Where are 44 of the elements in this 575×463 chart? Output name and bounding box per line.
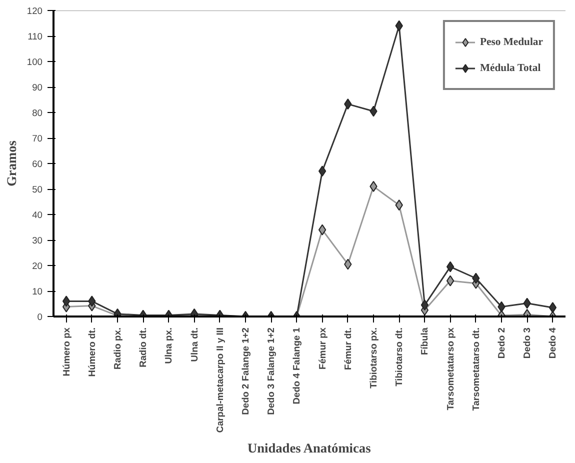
x-tick-label: Tibiotarso px. (368, 327, 378, 388)
y-tick-label: 90 (32, 82, 43, 92)
y-tick-label: 80 (32, 108, 43, 118)
x-tick-label: Dedo 4 (548, 326, 558, 359)
x-tick-label: Dedo 4 Falange 1 (292, 327, 302, 404)
legend-label: Médula Total (480, 62, 541, 74)
x-tick-label: Dedo 3 (522, 327, 532, 359)
point (446, 275, 454, 286)
x-tick-label: Radio dt. (138, 327, 148, 368)
x-tick-label: Fémur px (317, 326, 328, 370)
x-tick-label: Fémur dt. (342, 327, 353, 370)
x-tick-label: Húmero dt. (86, 328, 97, 377)
y-tick-label: 70 (32, 134, 43, 144)
x-axis-title: Unidades Anatómicas (247, 440, 371, 456)
y-tick-label: 60 (32, 159, 43, 169)
point (318, 224, 326, 236)
x-tick-label: Radio px. (112, 327, 122, 370)
x-tick-label: Húmero px (61, 326, 72, 376)
x-tick-label: Ulna dt. (189, 328, 200, 362)
x-tick-label: Ulna px. (164, 327, 174, 364)
point (318, 166, 326, 177)
y-tick-label: 100 (26, 57, 43, 67)
y-tick-label: 50 (32, 184, 43, 194)
x-tick-label: Tibiotarso dt. (394, 327, 404, 386)
y-tick-label: 110 (28, 32, 43, 42)
y-tick-label: 0 (37, 312, 43, 322)
y-tick-label: 120 (26, 6, 43, 16)
y-axis-title: Gramos (4, 140, 19, 186)
point (420, 300, 429, 311)
y-tick-label: 40 (32, 210, 43, 220)
x-tick-label: Dedo 2 (496, 327, 506, 359)
x-tick-label: Dedo 2 Falange 1+2 (240, 327, 250, 415)
point (62, 296, 70, 307)
legend-label: Peso Medular (480, 36, 543, 48)
y-tick-label: 30 (32, 236, 43, 246)
x-tick-label: Dedo 3 Falange 1+2 (266, 327, 276, 415)
y-tick-label: 20 (32, 261, 43, 271)
x-tick-label: Fíbula (420, 326, 430, 355)
point (548, 302, 557, 314)
x-tick-label: Tarsometatarso px (445, 326, 456, 410)
point (446, 261, 454, 272)
y-tick-label: 10 (32, 286, 43, 296)
x-tick-label: Tarsometatarso dt. (470, 327, 481, 411)
x-tick-label: Carpal-metacarpo II y III (214, 327, 225, 433)
